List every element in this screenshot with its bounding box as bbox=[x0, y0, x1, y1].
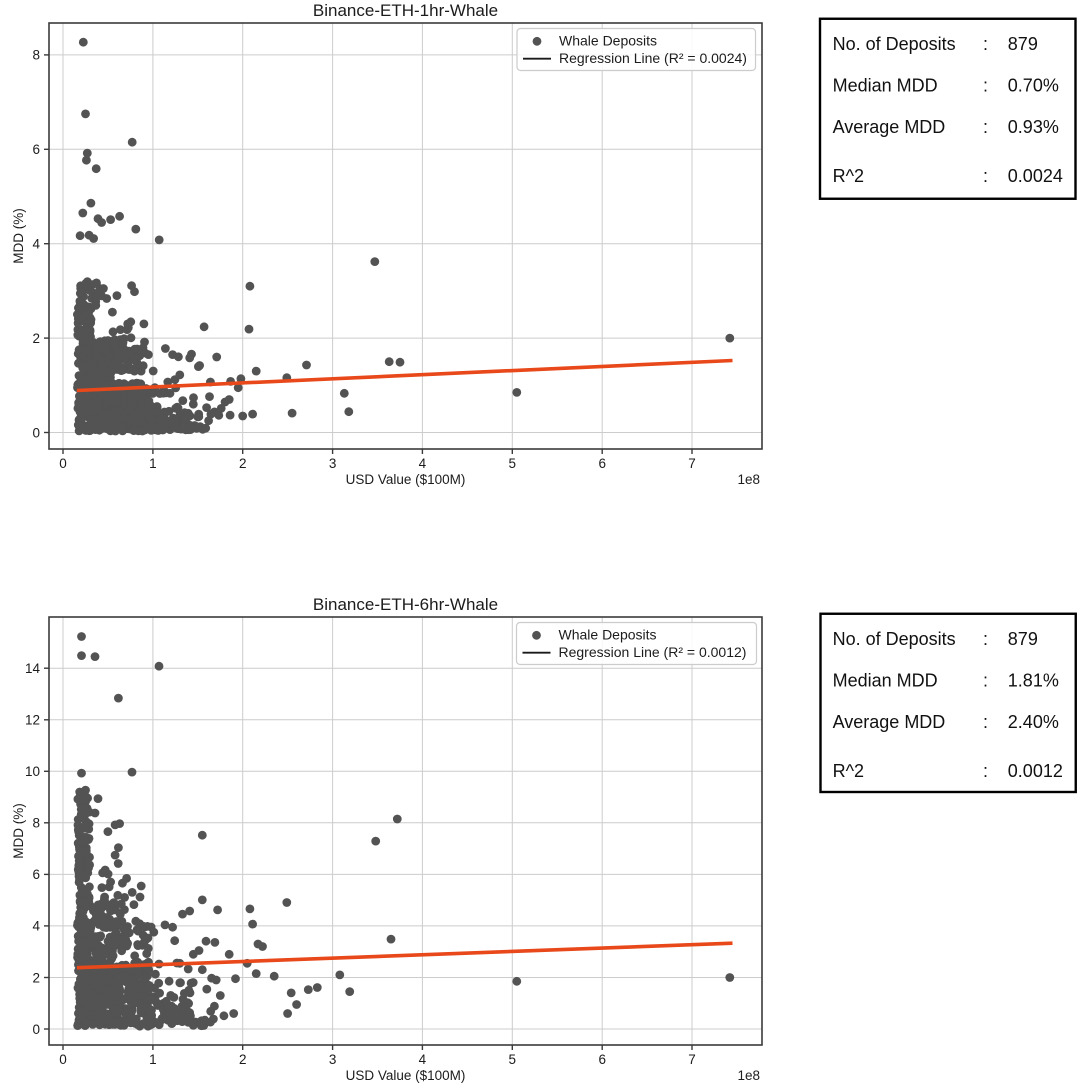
svg-text:0: 0 bbox=[59, 1052, 67, 1067]
svg-text:R^2: R^2 bbox=[833, 166, 864, 186]
svg-text::: : bbox=[983, 761, 988, 781]
svg-text:6: 6 bbox=[32, 142, 40, 157]
svg-text:879: 879 bbox=[1008, 629, 1038, 649]
svg-text:0.70%: 0.70% bbox=[1008, 76, 1059, 96]
svg-text:No. of Deposits: No. of Deposits bbox=[833, 629, 956, 649]
svg-text:Median MDD: Median MDD bbox=[833, 76, 938, 96]
svg-text:4: 4 bbox=[32, 237, 40, 252]
svg-text:3: 3 bbox=[329, 456, 337, 471]
svg-text:4: 4 bbox=[32, 919, 40, 934]
svg-text:USD Value ($100M): USD Value ($100M) bbox=[346, 1068, 466, 1083]
svg-text:2.40%: 2.40% bbox=[1008, 712, 1059, 732]
svg-text:Whale Deposits: Whale Deposits bbox=[559, 627, 657, 643]
svg-text:7: 7 bbox=[688, 1052, 696, 1067]
svg-text:0.0012: 0.0012 bbox=[1008, 761, 1063, 781]
svg-text:0.0024: 0.0024 bbox=[1008, 166, 1063, 186]
svg-text:Binance-ETH-6hr-Whale: Binance-ETH-6hr-Whale bbox=[313, 595, 498, 614]
svg-text:6: 6 bbox=[32, 867, 40, 882]
svg-text:4: 4 bbox=[419, 1052, 427, 1067]
svg-text:14: 14 bbox=[25, 661, 41, 676]
svg-text:Average MDD: Average MDD bbox=[833, 117, 946, 137]
svg-text:8: 8 bbox=[32, 816, 40, 831]
svg-text:6: 6 bbox=[598, 1052, 606, 1067]
svg-text:8: 8 bbox=[32, 48, 40, 63]
svg-text::: : bbox=[983, 712, 988, 732]
svg-text:R^2: R^2 bbox=[833, 761, 864, 781]
svg-text:0: 0 bbox=[32, 1022, 40, 1037]
svg-text:7: 7 bbox=[688, 456, 696, 471]
svg-text:Whale Deposits: Whale Deposits bbox=[559, 33, 657, 49]
svg-text::: : bbox=[983, 629, 988, 649]
svg-text:No. of Deposits: No. of Deposits bbox=[833, 34, 956, 54]
svg-text:1e8: 1e8 bbox=[737, 1068, 760, 1083]
svg-text:12: 12 bbox=[25, 713, 40, 728]
svg-text:3: 3 bbox=[329, 1052, 337, 1067]
svg-text:0: 0 bbox=[59, 456, 67, 471]
svg-text:879: 879 bbox=[1008, 34, 1038, 54]
svg-text:1.81%: 1.81% bbox=[1008, 671, 1059, 691]
svg-text:0.93%: 0.93% bbox=[1008, 117, 1059, 137]
svg-text:0: 0 bbox=[32, 425, 40, 440]
svg-text::: : bbox=[983, 76, 988, 96]
svg-text:Average MDD: Average MDD bbox=[833, 712, 946, 732]
svg-text::: : bbox=[983, 166, 988, 186]
svg-text:2: 2 bbox=[239, 1052, 247, 1067]
svg-text:Median MDD: Median MDD bbox=[833, 671, 938, 691]
svg-text:Regression Line (R² = 0.0024): Regression Line (R² = 0.0024) bbox=[559, 50, 747, 66]
svg-text:2: 2 bbox=[32, 970, 40, 985]
svg-text:1: 1 bbox=[149, 456, 157, 471]
svg-text:2: 2 bbox=[239, 456, 247, 471]
svg-text:MDD (%): MDD (%) bbox=[11, 208, 26, 264]
svg-text:1: 1 bbox=[149, 1052, 157, 1067]
svg-text:10: 10 bbox=[25, 764, 40, 779]
svg-text:USD Value ($100M): USD Value ($100M) bbox=[346, 472, 466, 487]
svg-text:Regression Line (R² = 0.0012): Regression Line (R² = 0.0012) bbox=[559, 644, 747, 660]
svg-text:MDD (%): MDD (%) bbox=[11, 803, 26, 859]
svg-text:1e8: 1e8 bbox=[737, 472, 760, 487]
svg-text::: : bbox=[983, 117, 988, 137]
svg-text::: : bbox=[983, 34, 988, 54]
svg-text:5: 5 bbox=[509, 456, 517, 471]
svg-text:Binance-ETH-1hr-Whale: Binance-ETH-1hr-Whale bbox=[313, 1, 498, 20]
svg-text:6: 6 bbox=[598, 456, 606, 471]
svg-text:5: 5 bbox=[509, 1052, 517, 1067]
svg-text:2: 2 bbox=[32, 331, 40, 346]
svg-text::: : bbox=[983, 671, 988, 691]
svg-text:4: 4 bbox=[419, 456, 427, 471]
